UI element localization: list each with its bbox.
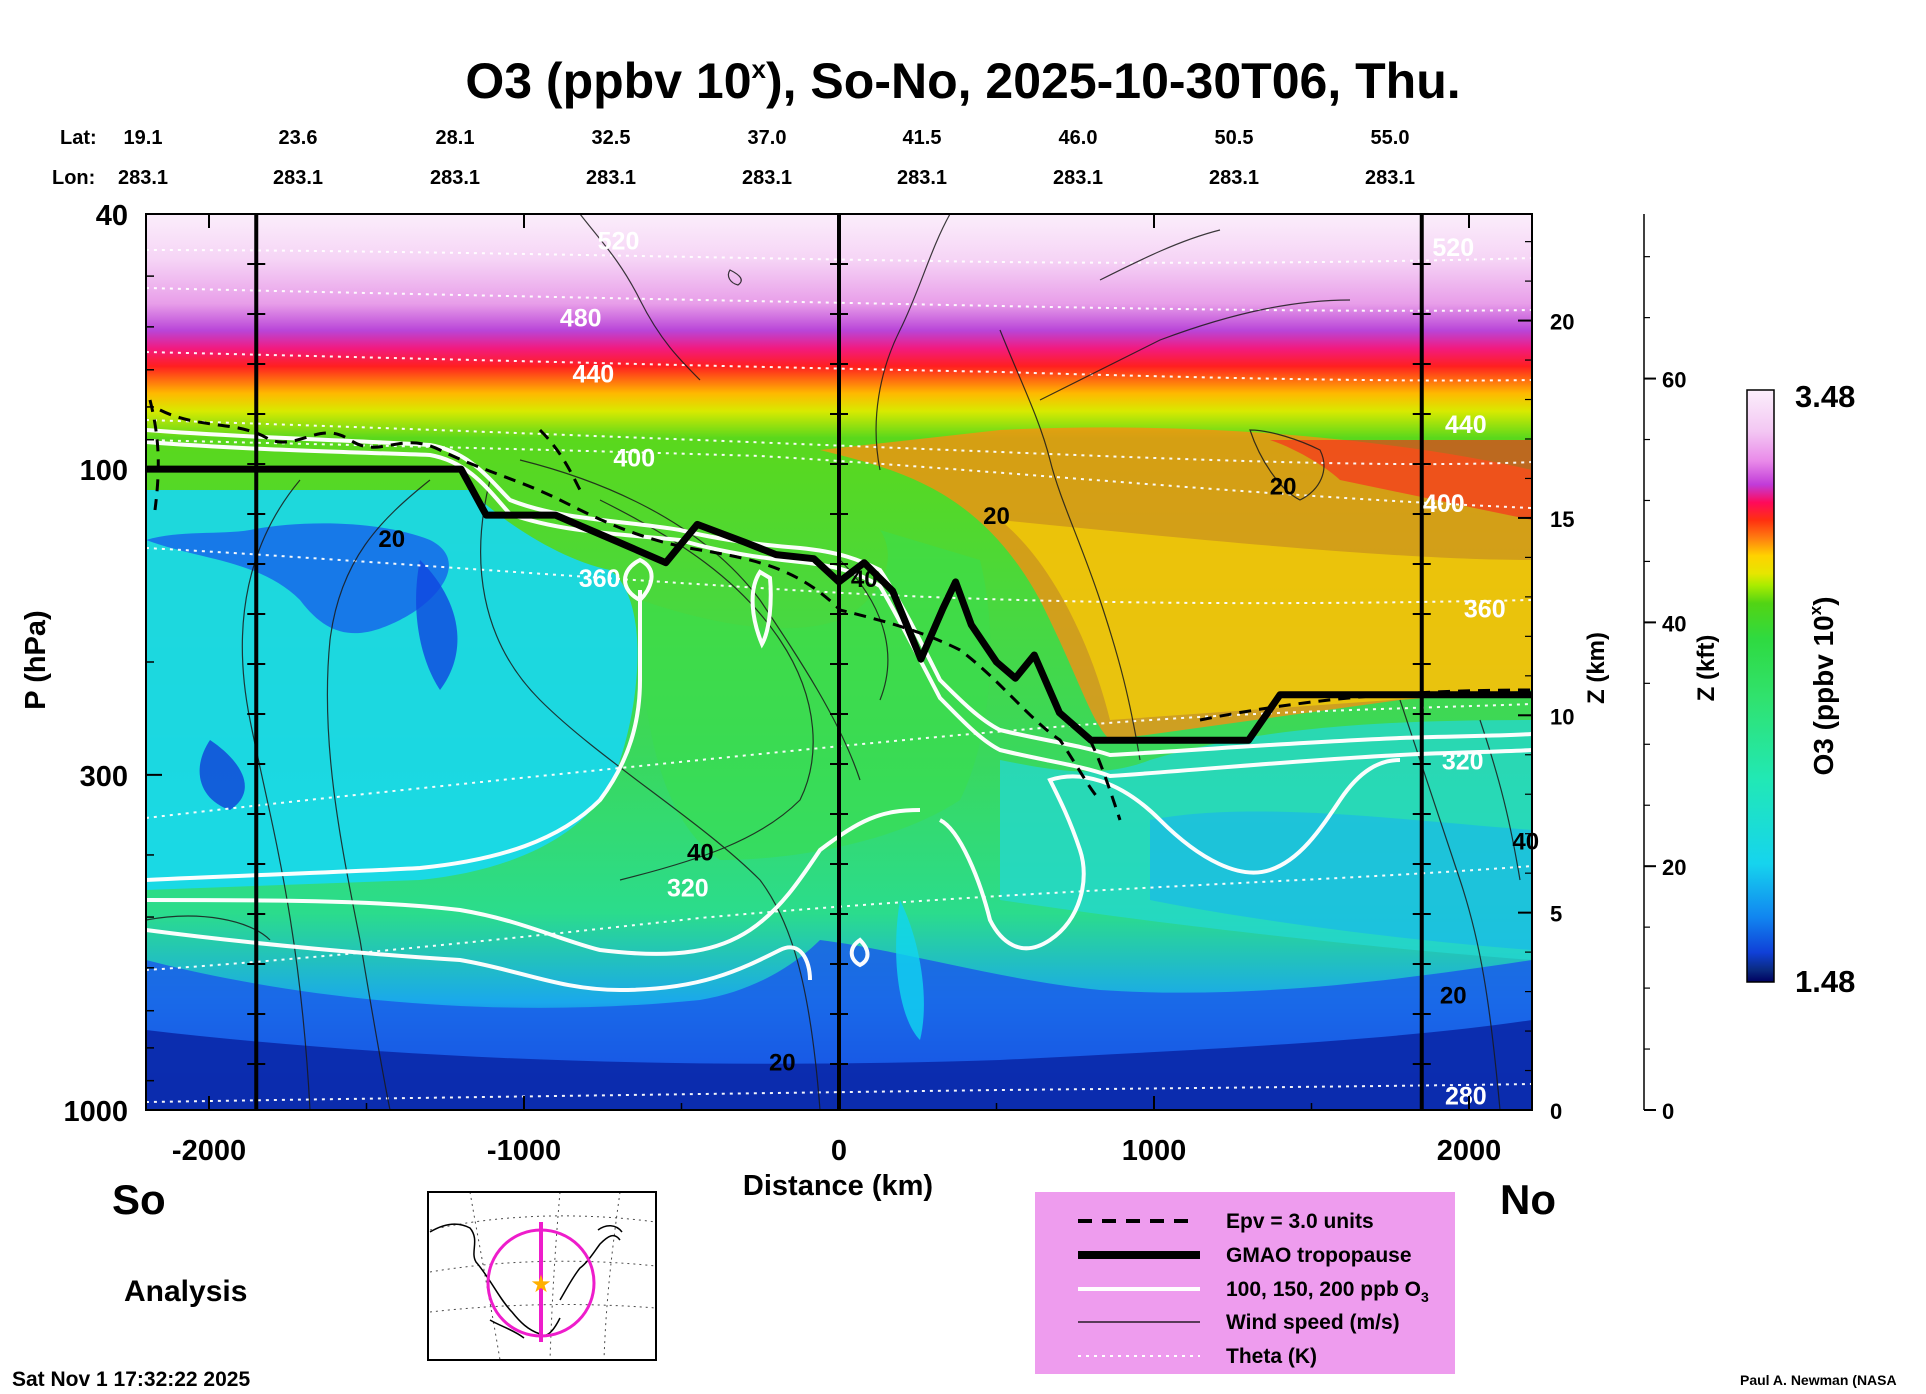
- z-kft-axis: 0 20 40 60: [1643, 214, 1686, 1124]
- x-tick-label: -1000: [487, 1135, 561, 1167]
- theta-label: 480: [560, 304, 602, 332]
- wind-label: 40: [851, 566, 878, 593]
- x-axis: -2000 -1000 0 1000 2000: [172, 214, 1501, 1167]
- wind-label: 20: [1270, 473, 1297, 500]
- z-km-label: 10: [1550, 704, 1574, 729]
- legend-tropopause-label: GMAO tropopause: [1226, 1244, 1412, 1267]
- x-axis-title: Distance (km): [743, 1170, 933, 1202]
- inset-map: ★: [427, 1191, 657, 1361]
- lat-value: 41.5: [903, 127, 942, 149]
- o3-white-contours: [146, 428, 1532, 993]
- colorbar: 3.48 1.48 O3 (ppbv 10x): [1746, 379, 1855, 999]
- chart-title: O3 (ppbv 10x), So-No, 2025-10-30T06, Thu…: [465, 53, 1461, 109]
- lat-value: 55.0: [1371, 127, 1410, 149]
- legend-theta-label: Theta (K): [1226, 1345, 1317, 1368]
- lon-value: 283.1: [1053, 167, 1103, 189]
- legend-wind-label: Wind speed (m/s): [1226, 1311, 1400, 1334]
- z-kft-label: 20: [1662, 855, 1686, 880]
- analysis-label: Analysis: [124, 1275, 248, 1308]
- theta-label: 360: [579, 565, 621, 593]
- gmao-tropopause-line: [146, 465, 1532, 744]
- wind-label: 20: [983, 503, 1010, 530]
- colorbar-min-label: 1.48: [1795, 964, 1855, 999]
- y-tick-label: 100: [80, 455, 128, 487]
- z-km-label: 5: [1550, 902, 1562, 927]
- lat-value: 28.1: [436, 127, 475, 149]
- x-tick-label: 1000: [1122, 1135, 1187, 1167]
- lon-value: 283.1: [1209, 167, 1259, 189]
- theta-label: 320: [667, 875, 709, 903]
- z-kft-label: 40: [1662, 611, 1686, 636]
- lon-value: 283.1: [1365, 167, 1415, 189]
- wind-label: 40: [687, 839, 714, 866]
- legend-o3-label: 100, 150, 200 ppb O3: [1226, 1278, 1429, 1305]
- theta-label-group: 520 480 440 400 360 320 520 440 400 360 320 280: [560, 228, 1506, 1111]
- section-lines: [247, 214, 1431, 1110]
- z-km-label: 0: [1550, 1099, 1562, 1124]
- y-axis-title: P (hPa): [20, 610, 52, 709]
- lon-row-label: Lon:: [52, 167, 95, 189]
- theta-label: 280: [1445, 1083, 1487, 1111]
- lon-value: 283.1: [430, 167, 480, 189]
- theta-label: 440: [572, 361, 614, 389]
- lat-value: 46.0: [1059, 127, 1098, 149]
- lon-value: 283.1: [586, 167, 636, 189]
- theta-label: 520: [598, 228, 640, 256]
- lat-lon-rows: Lat: Lon: 19.1 23.6 28.1 32.5 37.0 41.5 46.0 50.5…: [52, 127, 1415, 189]
- z-km-label: 20: [1550, 310, 1574, 335]
- lat-value: 23.6: [279, 127, 318, 149]
- lat-value: 37.0: [748, 127, 787, 149]
- x-tick-label: -2000: [172, 1135, 246, 1167]
- z-km-axis-title: Z (km): [1583, 632, 1610, 704]
- wind-label: 20: [378, 526, 405, 553]
- z-kft-label: 60: [1662, 368, 1686, 393]
- z-kft-label: 0: [1662, 1099, 1674, 1124]
- north-label: No: [1500, 1176, 1556, 1223]
- y-tick-label: 1000: [63, 1096, 128, 1128]
- legend-epv-label: Epv = 3.0 units: [1226, 1210, 1374, 1233]
- lat-value: 50.5: [1215, 127, 1254, 149]
- footer-date: Sat Nov 1 17:32:22 2025: [12, 1368, 251, 1391]
- south-label: So: [112, 1176, 166, 1223]
- theta-label: 400: [1423, 490, 1465, 518]
- theta-label: 520: [1432, 234, 1474, 262]
- theta-label: 320: [1442, 748, 1484, 776]
- z-kft-axis-title: Z (kft): [1693, 635, 1720, 702]
- lon-value: 283.1: [273, 167, 323, 189]
- lon-value: 283.1: [742, 167, 792, 189]
- theta-contours: [146, 249, 1532, 1103]
- colorbar-max-label: 3.48: [1795, 379, 1855, 414]
- y-axis: 40 100 300 1000: [63, 200, 162, 1128]
- lat-value: 32.5: [592, 127, 631, 149]
- z-km-axis: 0 5 10 15 20: [1518, 241, 1574, 1124]
- z-km-label: 15: [1550, 507, 1574, 532]
- lat-value: 19.1: [124, 127, 163, 149]
- colorbar-title: O3 (ppbv 10x): [1806, 596, 1839, 775]
- y-tick-label: 40: [96, 200, 128, 232]
- wind-label: 20: [1440, 982, 1467, 1009]
- lat-row-label: Lat:: [60, 127, 97, 149]
- theta-label: 400: [613, 445, 655, 473]
- y-tick-label: 300: [80, 761, 128, 793]
- star-icon: ★: [530, 1271, 552, 1298]
- theta-label: 360: [1464, 595, 1506, 623]
- lon-value: 283.1: [897, 167, 947, 189]
- lon-value: 283.1: [118, 167, 168, 189]
- x-tick-label: 2000: [1437, 1135, 1502, 1167]
- theta-label: 440: [1445, 411, 1487, 439]
- footer-author: Paul A. Newman (NASA: [1740, 1372, 1897, 1388]
- x-tick-label: 0: [831, 1135, 847, 1167]
- epv-contours: [148, 399, 1532, 821]
- wind-label: 20: [769, 1049, 796, 1076]
